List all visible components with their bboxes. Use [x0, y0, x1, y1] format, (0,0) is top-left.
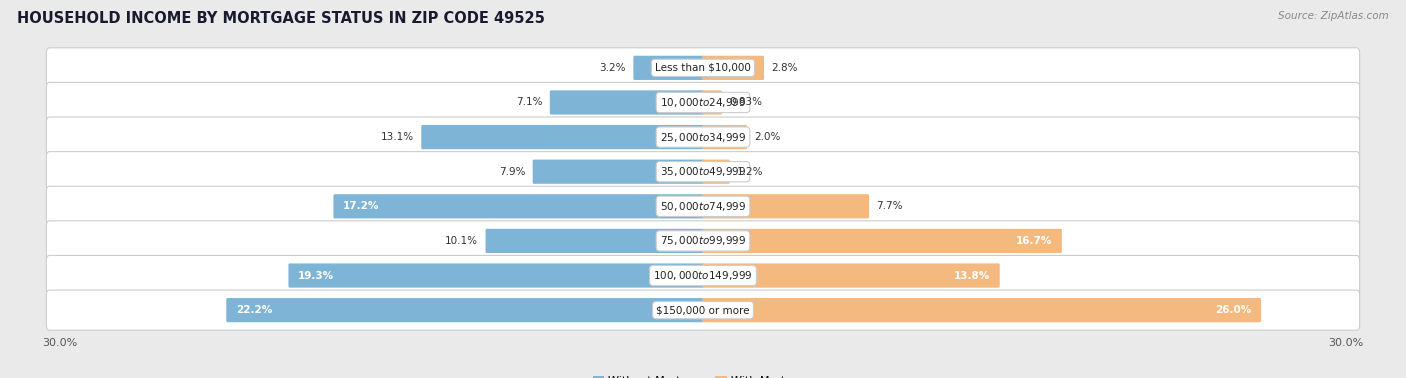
FancyBboxPatch shape — [333, 194, 704, 218]
Text: 7.1%: 7.1% — [516, 98, 543, 107]
Text: 13.1%: 13.1% — [381, 132, 413, 142]
Text: 1.2%: 1.2% — [737, 167, 763, 177]
Text: $10,000 to $24,999: $10,000 to $24,999 — [659, 96, 747, 109]
FancyBboxPatch shape — [46, 82, 1360, 122]
Text: 3.2%: 3.2% — [599, 63, 626, 73]
FancyBboxPatch shape — [702, 160, 730, 184]
FancyBboxPatch shape — [702, 90, 721, 115]
FancyBboxPatch shape — [288, 263, 704, 288]
Text: $50,000 to $74,999: $50,000 to $74,999 — [659, 200, 747, 213]
Text: 17.2%: 17.2% — [343, 201, 380, 211]
Text: 19.3%: 19.3% — [298, 271, 335, 280]
FancyBboxPatch shape — [550, 90, 704, 115]
Text: 22.2%: 22.2% — [236, 305, 273, 315]
Text: $35,000 to $49,999: $35,000 to $49,999 — [659, 165, 747, 178]
FancyBboxPatch shape — [702, 263, 1000, 288]
Text: $25,000 to $34,999: $25,000 to $34,999 — [659, 130, 747, 144]
Text: Less than $10,000: Less than $10,000 — [655, 63, 751, 73]
Text: 26.0%: 26.0% — [1215, 305, 1251, 315]
Legend: Without Mortgage, With Mortgage: Without Mortgage, With Mortgage — [588, 371, 818, 378]
FancyBboxPatch shape — [702, 56, 763, 80]
Text: Source: ZipAtlas.com: Source: ZipAtlas.com — [1278, 11, 1389, 21]
FancyBboxPatch shape — [702, 125, 747, 149]
FancyBboxPatch shape — [46, 152, 1360, 192]
Text: 7.9%: 7.9% — [499, 167, 526, 177]
FancyBboxPatch shape — [422, 125, 704, 149]
Text: $150,000 or more: $150,000 or more — [657, 305, 749, 315]
FancyBboxPatch shape — [46, 221, 1360, 261]
Text: HOUSEHOLD INCOME BY MORTGAGE STATUS IN ZIP CODE 49525: HOUSEHOLD INCOME BY MORTGAGE STATUS IN Z… — [17, 11, 544, 26]
Text: 16.7%: 16.7% — [1017, 236, 1052, 246]
FancyBboxPatch shape — [485, 229, 704, 253]
Text: 2.8%: 2.8% — [772, 63, 799, 73]
Text: $75,000 to $99,999: $75,000 to $99,999 — [659, 234, 747, 248]
FancyBboxPatch shape — [46, 48, 1360, 88]
Text: $100,000 to $149,999: $100,000 to $149,999 — [654, 269, 752, 282]
FancyBboxPatch shape — [702, 194, 869, 218]
FancyBboxPatch shape — [46, 186, 1360, 226]
Text: 2.0%: 2.0% — [755, 132, 780, 142]
Text: 13.8%: 13.8% — [953, 271, 990, 280]
FancyBboxPatch shape — [702, 229, 1062, 253]
FancyBboxPatch shape — [633, 56, 704, 80]
Text: 7.7%: 7.7% — [876, 201, 903, 211]
FancyBboxPatch shape — [533, 160, 704, 184]
Text: 10.1%: 10.1% — [446, 236, 478, 246]
FancyBboxPatch shape — [46, 290, 1360, 330]
FancyBboxPatch shape — [226, 298, 704, 322]
FancyBboxPatch shape — [46, 256, 1360, 296]
Text: 0.83%: 0.83% — [730, 98, 762, 107]
FancyBboxPatch shape — [46, 117, 1360, 157]
FancyBboxPatch shape — [702, 298, 1261, 322]
